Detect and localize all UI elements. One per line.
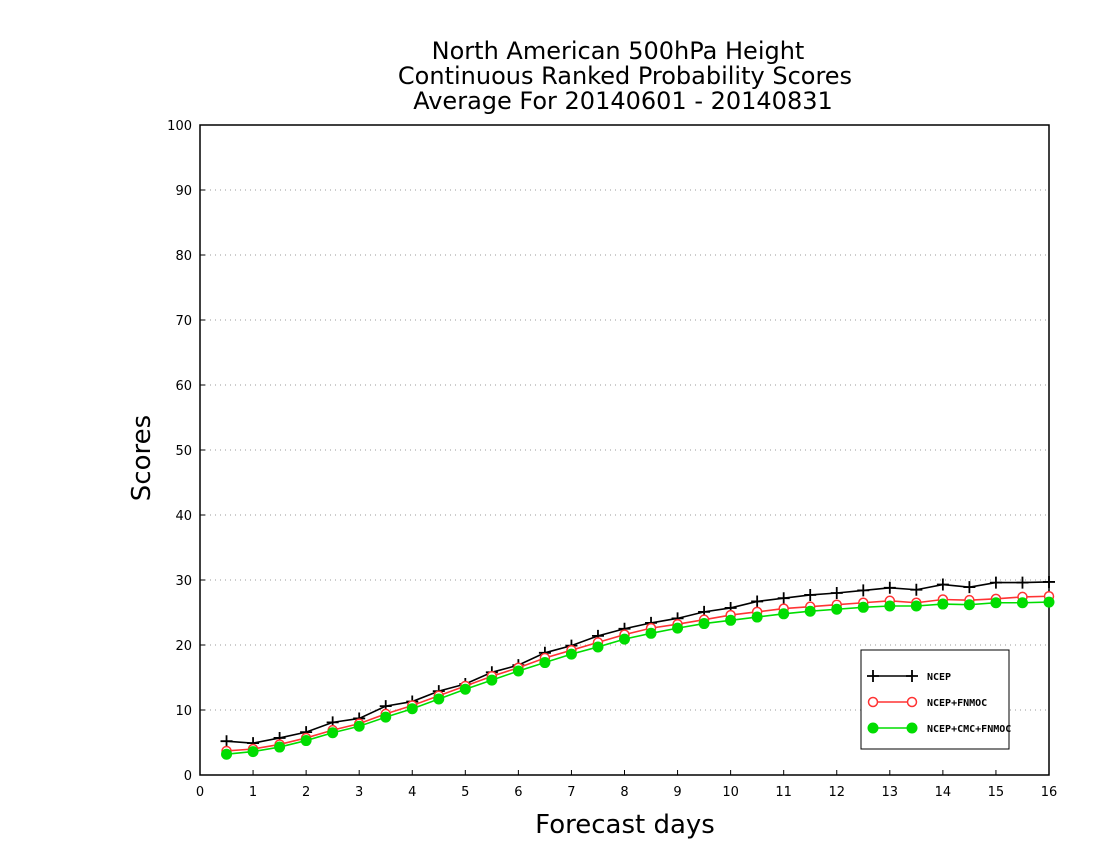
data-point bbox=[910, 600, 922, 612]
data-point bbox=[247, 746, 259, 758]
y-axis: 0 10 20 30 40 50 60 70 80 90 100 bbox=[167, 119, 205, 784]
data-point bbox=[804, 605, 816, 617]
data-point bbox=[459, 683, 471, 695]
data-point bbox=[884, 600, 896, 612]
data-point bbox=[725, 614, 737, 626]
data-point bbox=[804, 588, 817, 601]
data-point bbox=[963, 599, 975, 611]
data-point bbox=[963, 581, 976, 594]
data-point bbox=[274, 741, 286, 753]
legend-marker bbox=[906, 696, 918, 708]
x-tick-label: 6 bbox=[514, 785, 522, 800]
x-tick-label: 0 bbox=[196, 785, 204, 800]
data-point bbox=[936, 578, 949, 591]
y-tick-label: 70 bbox=[175, 314, 192, 329]
x-tick-label: 1 bbox=[249, 785, 257, 800]
series-ncep-cmc-fnmoc bbox=[221, 596, 1055, 760]
x-axis-label: Forecast days bbox=[535, 810, 715, 840]
data-point bbox=[751, 595, 764, 608]
chart-title: North American 500hPa Height Continuous … bbox=[398, 37, 852, 115]
data-point bbox=[672, 622, 684, 634]
title-line-2: Continuous Ranked Probability Scores bbox=[398, 62, 852, 90]
data-point bbox=[857, 601, 869, 613]
y-tick-label: 100 bbox=[167, 119, 192, 134]
data-point bbox=[433, 693, 445, 705]
data-point bbox=[327, 727, 339, 739]
y-tick-label: 50 bbox=[175, 444, 192, 459]
x-axis: 0 1 2 3 4 5 6 7 8 9 10 11 12 13 14 15 16 bbox=[196, 770, 1057, 800]
x-tick-label: 12 bbox=[828, 785, 845, 800]
y-tick-label: 90 bbox=[175, 184, 192, 199]
series-layer bbox=[220, 575, 1055, 760]
y-tick-label: 40 bbox=[175, 509, 192, 524]
data-point bbox=[751, 611, 763, 623]
y-tick-label: 20 bbox=[175, 639, 192, 654]
data-point bbox=[380, 711, 392, 723]
legend-box bbox=[860, 649, 1010, 750]
title-line-3: Average For 20140601 - 20140831 bbox=[413, 87, 833, 115]
data-point bbox=[778, 608, 790, 620]
legend-label: NCEP bbox=[927, 672, 951, 683]
data-point bbox=[698, 618, 710, 630]
data-point bbox=[1016, 597, 1028, 609]
x-tick-label: 15 bbox=[988, 785, 1005, 800]
data-point bbox=[1043, 596, 1055, 608]
legend-marker bbox=[867, 696, 879, 708]
data-point bbox=[300, 735, 312, 747]
legend-label: NCEP+FNMOC bbox=[927, 698, 987, 709]
legend-item-ncep-cmc-fnmoc: NCEP+CMC+FNMOC bbox=[867, 722, 1011, 735]
y-axis-label: Scores bbox=[127, 415, 157, 501]
data-point bbox=[486, 674, 498, 686]
data-point bbox=[1016, 576, 1029, 589]
x-tick-label: 13 bbox=[882, 785, 899, 800]
y-tick-label: 30 bbox=[175, 574, 192, 589]
data-point bbox=[857, 584, 870, 597]
legend: NCEP NCEP+FNMOC NCEP+CMC+FNMOC bbox=[860, 649, 1011, 750]
legend-marker bbox=[867, 722, 879, 734]
data-point bbox=[619, 633, 630, 645]
data-point bbox=[221, 748, 233, 760]
y-tick-label: 0 bbox=[184, 769, 192, 784]
x-tick-label: 9 bbox=[673, 785, 681, 800]
data-point bbox=[830, 587, 843, 599]
legend-item-ncep: NCEP bbox=[867, 670, 951, 683]
data-point bbox=[831, 603, 843, 615]
title-line-1: North American 500hPa Height bbox=[432, 37, 805, 65]
data-point bbox=[645, 627, 657, 639]
data-point bbox=[406, 703, 418, 715]
data-point bbox=[777, 592, 790, 605]
x-tick-label: 7 bbox=[567, 785, 575, 800]
x-tick-label: 3 bbox=[355, 785, 363, 800]
y-tick-label: 80 bbox=[175, 249, 192, 264]
x-tick-label: 16 bbox=[1041, 785, 1058, 800]
data-point bbox=[937, 598, 949, 610]
x-tick-label: 4 bbox=[408, 785, 416, 800]
x-tick-label: 5 bbox=[461, 785, 469, 800]
x-tick-label: 2 bbox=[302, 785, 310, 800]
data-point bbox=[353, 720, 365, 732]
data-point bbox=[220, 735, 233, 748]
x-tick-label: 8 bbox=[620, 785, 628, 800]
x-tick-label: 11 bbox=[775, 785, 792, 800]
data-point bbox=[592, 641, 604, 653]
data-point bbox=[883, 581, 896, 594]
data-point bbox=[565, 648, 577, 660]
data-point bbox=[512, 665, 524, 677]
data-point bbox=[910, 583, 923, 596]
data-point bbox=[539, 657, 551, 669]
y-tick-label: 60 bbox=[175, 379, 192, 394]
legend-marker bbox=[906, 722, 918, 734]
y-tick-label: 10 bbox=[175, 704, 192, 719]
legend-marker bbox=[906, 670, 918, 682]
legend-label: NCEP+CMC+FNMOC bbox=[927, 724, 1011, 735]
x-tick-label: 10 bbox=[722, 785, 739, 800]
data-point bbox=[989, 576, 1002, 589]
data-point bbox=[990, 597, 1002, 609]
legend-marker bbox=[867, 670, 879, 682]
data-point bbox=[1043, 575, 1055, 588]
legend-item-ncep-fnmoc: NCEP+FNMOC bbox=[867, 696, 987, 709]
x-tick-label: 14 bbox=[935, 785, 952, 800]
